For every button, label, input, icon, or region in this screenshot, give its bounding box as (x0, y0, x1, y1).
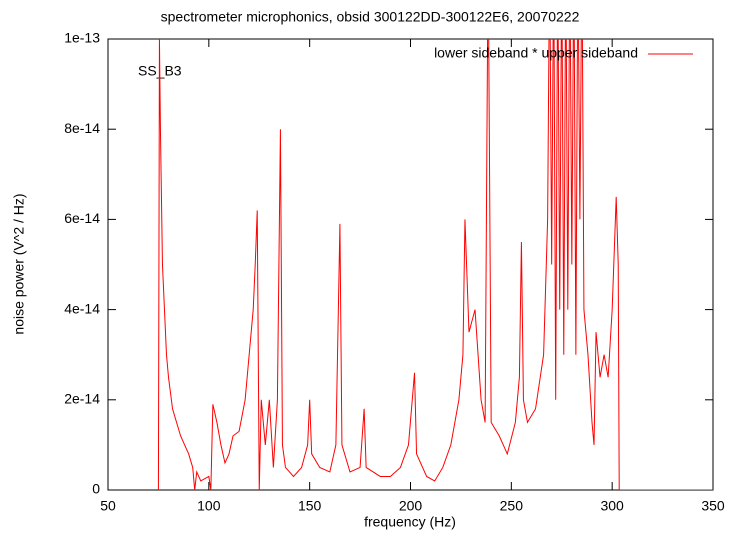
x-axis-label: frequency (Hz) (364, 514, 456, 530)
x-tick-label: 350 (701, 498, 725, 514)
x-tick-label: 300 (600, 498, 624, 514)
y-tick-label: 0 (92, 481, 100, 497)
chart-title: spectrometer microphonics, obsid 300122D… (161, 9, 580, 25)
y-tick-label: 4e-14 (64, 300, 100, 316)
x-tick-label: 200 (399, 498, 423, 514)
y-tick-label: 2e-14 (64, 391, 100, 407)
x-tick-label: 150 (298, 498, 322, 514)
legend-label: lower sideband * upper sideband (434, 45, 638, 61)
y-tick-label: 1e-13 (64, 30, 100, 46)
x-tick-label: 50 (100, 498, 116, 514)
x-tick-label: 250 (500, 498, 524, 514)
data-line (157, 39, 713, 490)
x-tick-label: 100 (197, 498, 221, 514)
y-tick-label: 6e-14 (64, 210, 100, 226)
y-tick-label: 8e-14 (64, 120, 100, 136)
y-axis-label: noise power (V^2 / Hz) (11, 193, 27, 334)
